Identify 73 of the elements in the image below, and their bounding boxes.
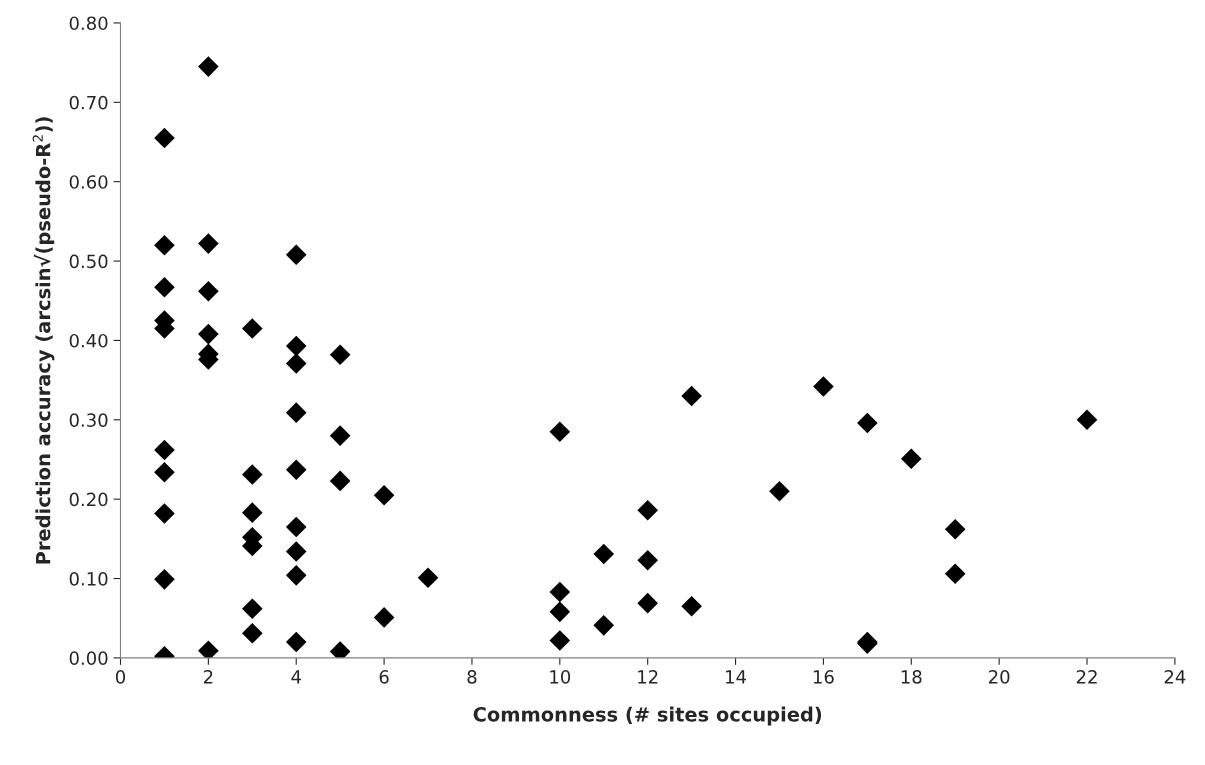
x-tick-label: 20 — [988, 670, 1010, 684]
y-tick-label: 0.80 — [69, 16, 108, 31]
x-tick-label: 24 — [1164, 670, 1186, 684]
point — [944, 563, 966, 585]
point — [285, 565, 307, 586]
point — [198, 323, 219, 345]
y-tick-label: 0.40 — [69, 333, 108, 348]
point — [242, 464, 263, 485]
point — [681, 385, 702, 407]
x-axis-title: Commonness (# sites occupied) — [473, 706, 822, 726]
point — [242, 598, 263, 619]
x-tick-label: 10 — [550, 670, 571, 684]
point — [373, 484, 395, 506]
y-tick-label: 0.20 — [69, 492, 108, 507]
point — [417, 567, 439, 589]
x-tick-label: 12 — [638, 670, 658, 684]
x-tick-label: 18 — [901, 670, 922, 684]
point — [593, 543, 615, 565]
y-tick-label: 0.50 — [69, 254, 108, 269]
point — [593, 615, 615, 636]
point — [285, 459, 307, 481]
point — [154, 569, 175, 590]
x-tick-label: 2 — [203, 670, 213, 684]
point — [198, 233, 219, 254]
x-tick-label: 16 — [813, 670, 834, 684]
point — [242, 502, 263, 523]
point — [154, 127, 175, 149]
point — [198, 280, 219, 302]
x-tick-label: 8 — [467, 670, 477, 684]
x-tick-label: 6 — [379, 670, 389, 684]
point — [549, 601, 571, 623]
point — [198, 56, 219, 77]
point — [329, 344, 351, 366]
point — [637, 549, 658, 571]
x-tick-label: 0 — [115, 670, 126, 684]
point — [329, 470, 351, 492]
point — [900, 448, 922, 469]
point — [154, 503, 175, 524]
x-tick-label: 14 — [726, 670, 747, 684]
point — [154, 439, 175, 461]
point — [285, 244, 307, 266]
point — [944, 519, 966, 540]
y-tick-label: 0.10 — [69, 571, 108, 586]
point — [329, 425, 351, 446]
point — [549, 630, 571, 651]
point — [154, 234, 175, 256]
y-tick-label: 0.60 — [69, 175, 108, 189]
point — [285, 631, 307, 653]
point — [857, 412, 878, 434]
x-tick-label: 22 — [1076, 670, 1097, 684]
point — [1076, 409, 1098, 431]
x-tick-label: 4 — [291, 670, 301, 684]
y-tick-label: 0.30 — [69, 413, 108, 427]
point — [637, 592, 658, 614]
point — [549, 421, 571, 442]
point — [242, 623, 263, 644]
point — [285, 541, 307, 562]
point — [154, 276, 175, 298]
point — [285, 335, 307, 357]
point — [549, 581, 571, 603]
point — [242, 318, 263, 339]
point — [769, 480, 790, 502]
point — [373, 607, 395, 628]
point — [285, 516, 307, 538]
point — [285, 402, 307, 423]
point — [154, 461, 175, 483]
point — [813, 376, 834, 397]
point — [285, 353, 307, 374]
y-tick-label: 0.00 — [69, 651, 108, 666]
y-tick-label: 0.70 — [69, 95, 108, 110]
y-axis-title: Prediction accuracy (arcsin√(pseudo-R$^{2}$)) — [32, 117, 55, 564]
point — [637, 499, 658, 521]
point — [681, 596, 702, 617]
